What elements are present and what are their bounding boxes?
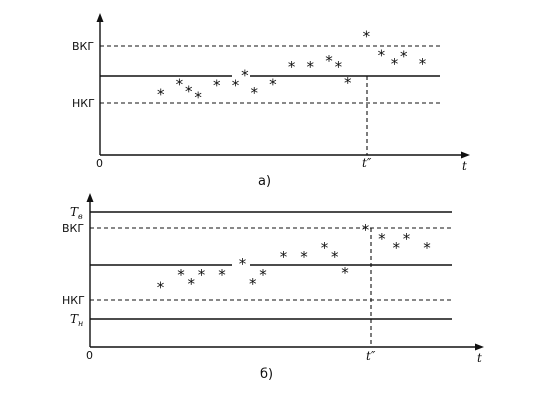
panel-b-point-marker: * — [239, 255, 247, 273]
panel-b-point-marker: * — [157, 279, 165, 297]
panel-a-point-marker: * — [157, 85, 165, 103]
panel-b-point-marker: * — [300, 248, 308, 266]
panel-a-point-marker: * — [325, 52, 333, 70]
panel-b-point-marker: * — [331, 248, 339, 266]
panel-b-point-marker: * — [341, 264, 349, 282]
panel-b-point-marker: * — [423, 239, 431, 257]
panel-b-point-marker: * — [378, 230, 386, 248]
panel-a-caption: а) — [258, 174, 271, 189]
panel-b-point-marker: * — [218, 266, 226, 284]
panel-b: Тв ВКГ НКГ Тн 0 t″ t б) ** * * *** ** * * *** * *… — [62, 193, 484, 382]
panel-b-point-marker: * — [280, 248, 288, 266]
panel-a-origin-label: 0 — [96, 157, 103, 170]
panel-b-points: ** * * *** ** * * *** * * * * — [157, 221, 432, 297]
panel-a-lower-control-label: НКГ — [72, 97, 95, 110]
panel-b-point-marker: * — [393, 239, 401, 257]
panel-a-x-axis-label: t — [462, 159, 467, 173]
panel-b-point-marker: * — [362, 221, 370, 239]
panel-a-point-marker: * — [213, 77, 221, 95]
panel-b-point-marker: * — [188, 275, 196, 293]
panel-a-y-axis-arrow — [96, 13, 104, 22]
panel-b-event-label: t″ — [366, 349, 376, 363]
panel-b-caption: б) — [260, 367, 273, 382]
panel-a-point-marker: * — [344, 74, 352, 92]
panel-a-point-marker: * — [232, 77, 240, 95]
panel-a-point-marker: * — [269, 75, 277, 93]
panel-b-point-marker: * — [403, 230, 411, 248]
panel-b-lower-tolerance-label: Тн — [70, 312, 83, 328]
panel-b-lower-control-label: НКГ — [62, 294, 85, 307]
panel-a-point-marker: * — [250, 84, 258, 102]
panel-b-upper-tolerance-label: Тв — [70, 205, 83, 221]
panel-b-point-marker: * — [198, 266, 206, 284]
panel-a-point-marker: * — [176, 75, 184, 93]
panel-b-point-marker: * — [249, 275, 257, 293]
panel-b-point-marker: * — [321, 239, 329, 257]
panel-b-y-axis-arrow — [86, 193, 94, 202]
panel-b-origin-label: 0 — [86, 349, 93, 362]
panel-a-point-marker: * — [335, 58, 343, 76]
panel-a-point-marker: * — [241, 67, 249, 85]
panel-a-point-marker: * — [400, 48, 408, 66]
panel-a-upper-control-label: ВКГ — [72, 40, 94, 53]
panel-a-point-marker: * — [185, 83, 193, 101]
panel-a-event-label: t″ — [362, 156, 372, 170]
panel-a-point-marker: * — [391, 55, 399, 73]
panel-a-points: ** * ** *** ** * * **** * * * — [157, 27, 427, 106]
panel-a-point-marker: * — [194, 88, 202, 106]
panel-a-point-marker: * — [307, 58, 315, 76]
panel-b-upper-control-label: ВКГ — [62, 222, 84, 235]
panel-a-point-marker: * — [363, 27, 371, 45]
panel-a: ВКГ НКГ 0 t″ t а) ** * ** *** ** * * **** * * * — [72, 13, 470, 189]
panel-b-point-marker: * — [259, 266, 267, 284]
panel-a-point-marker: * — [288, 58, 296, 76]
panel-b-x-axis-label: t — [477, 351, 482, 365]
panel-b-point-marker: * — [177, 266, 185, 284]
panel-a-point-marker: * — [419, 55, 427, 73]
panel-b-x-axis-arrow — [475, 343, 484, 351]
panel-a-point-marker: * — [378, 46, 386, 64]
panel-a-x-axis-arrow — [461, 151, 470, 159]
